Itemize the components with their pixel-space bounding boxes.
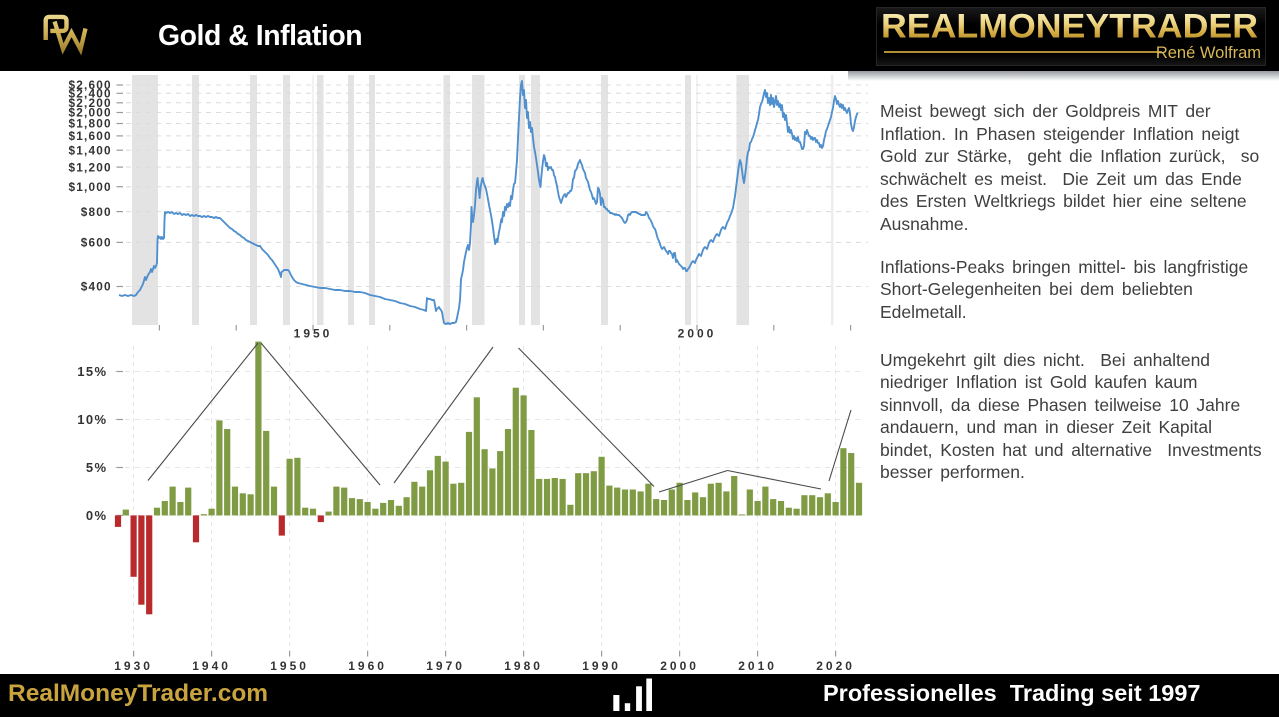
svg-text:2000: 2000	[678, 327, 717, 341]
svg-text:1960: 1960	[348, 659, 387, 673]
svg-text:René Wolfram: René Wolfram	[1156, 44, 1261, 62]
svg-text:$1,200: $1,200	[69, 160, 112, 174]
svg-text:1970: 1970	[426, 659, 465, 673]
svg-text:10%: 10%	[77, 412, 107, 427]
svg-text:$2,000: $2,000	[69, 106, 112, 120]
svg-text:$800: $800	[81, 205, 112, 219]
svg-text:1950: 1950	[270, 659, 309, 673]
svg-text:1950: 1950	[294, 327, 333, 341]
svg-text:0%: 0%	[86, 508, 108, 523]
svg-text:$2,400: $2,400	[69, 87, 112, 101]
svg-text:$400: $400	[81, 280, 112, 294]
svg-text:$1,000: $1,000	[69, 180, 112, 194]
svg-text:$1,800: $1,800	[69, 117, 112, 131]
svg-text:2010: 2010	[738, 659, 777, 673]
svg-text:1990: 1990	[582, 659, 621, 673]
svg-text:15%: 15%	[77, 364, 107, 379]
svg-text:REALMONEYTRADER: REALMONEYTRADER	[881, 8, 1258, 46]
svg-text:2020: 2020	[816, 659, 855, 673]
svg-text:$1,400: $1,400	[69, 143, 112, 157]
svg-text:1930: 1930	[114, 659, 153, 673]
svg-text:$2,200: $2,200	[69, 96, 112, 110]
svg-text:$1,600: $1,600	[69, 129, 112, 143]
svg-text:1980: 1980	[504, 659, 543, 673]
svg-text:5%: 5%	[86, 460, 108, 475]
svg-text:$600: $600	[81, 236, 112, 250]
svg-text:2000: 2000	[660, 659, 699, 673]
svg-text:1940: 1940	[192, 659, 231, 673]
svg-text:$2,600: $2,600	[69, 78, 112, 92]
